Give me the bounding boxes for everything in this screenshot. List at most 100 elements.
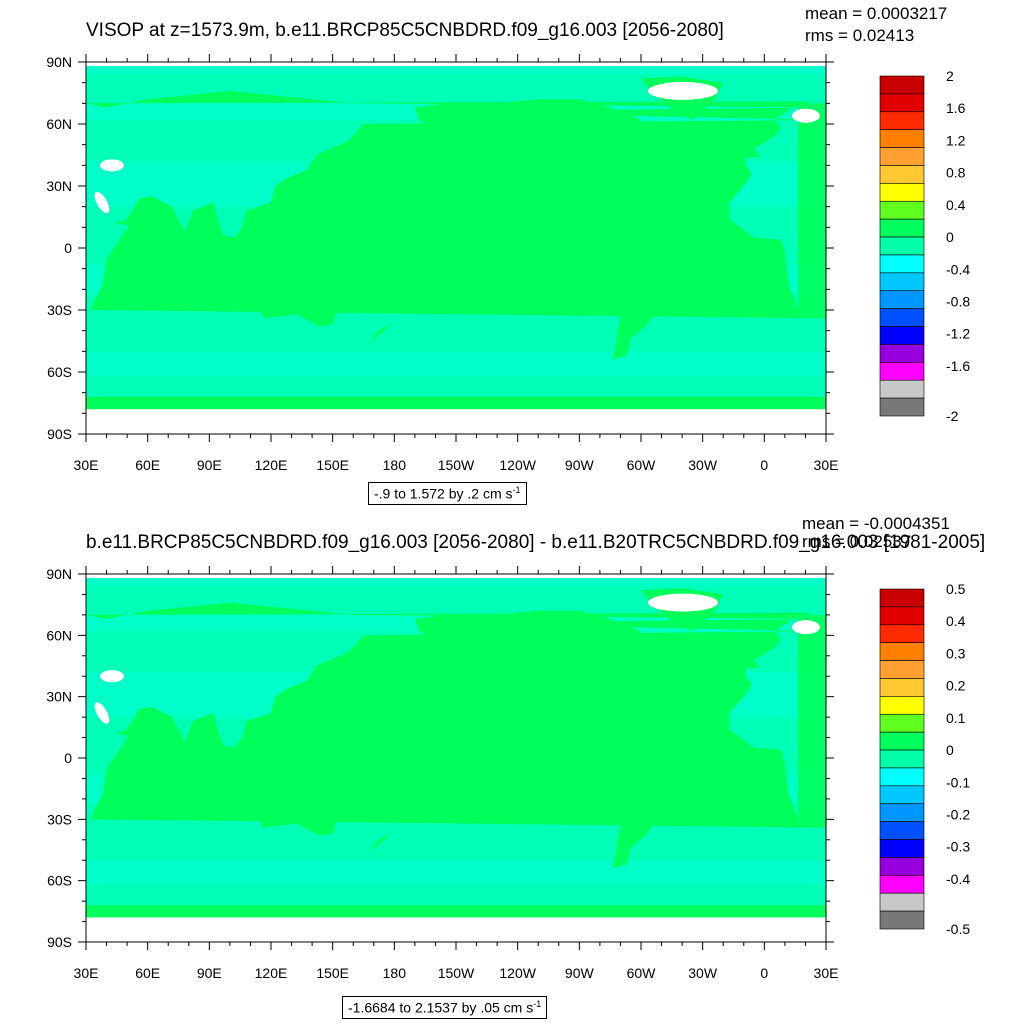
lon-label: 90E: [197, 457, 222, 473]
ocean-band: [86, 884, 826, 906]
colorbar-label: 0: [946, 229, 954, 245]
missing-redsea: [94, 702, 110, 724]
land-mass: [597, 225, 693, 360]
colorbar-label: 1.6: [946, 100, 966, 116]
land-mass: [258, 270, 339, 327]
lon-label: 120W: [499, 457, 536, 473]
mean-label: mean = -0.0004351: [802, 514, 950, 533]
missing-arctic: [648, 593, 718, 612]
colorbar-swatch: [879, 129, 925, 148]
colorbar-swatch: [879, 624, 925, 643]
colorbar-label: -2: [946, 408, 959, 424]
colorbar-label: 0.5: [946, 581, 966, 597]
colorbar-swatch: [879, 642, 925, 661]
colorbar-label: -1.6: [946, 358, 970, 374]
range-text: -.9 to 1.572 by .2 cm s: [374, 485, 513, 502]
lat-label: 0: [64, 750, 72, 766]
colorbar-label: -0.1: [946, 774, 970, 790]
colorbar-swatch: [879, 183, 925, 202]
colorbar-label: 2: [946, 68, 954, 84]
land-mass: [369, 833, 391, 852]
colorbar-label: -1.2: [946, 326, 970, 342]
mean-label: mean = 0.0003217: [805, 4, 948, 23]
colorbar-swatch: [879, 165, 925, 184]
colorbar-label: 0.1: [946, 710, 966, 726]
missing-redsea: [94, 191, 110, 214]
colorbar-swatch: [879, 731, 925, 751]
lon-label: 30E: [74, 457, 99, 473]
land-mass: [219, 745, 333, 777]
lon-label: 90W: [565, 457, 595, 473]
colorbar-swatch: [879, 839, 925, 858]
lon-label: 60E: [135, 457, 160, 473]
lon-label: 0: [760, 965, 768, 981]
colorbar-label: -0.5: [946, 921, 970, 937]
land-mass: [752, 128, 767, 145]
range-unit-exponent: -1: [512, 485, 521, 495]
rms-label: rms = 0.02413: [805, 26, 915, 45]
colorbar-swatch: [879, 272, 925, 292]
range-unit-exponent: -1: [533, 999, 542, 1009]
colorbar-swatch: [879, 767, 925, 787]
lon-label: 150E: [316, 457, 349, 473]
land-mass: [752, 639, 767, 656]
lat-label: 30S: [47, 302, 72, 318]
lat-label: 30S: [47, 811, 72, 827]
land-mass: [597, 735, 693, 869]
colorbar-swatch: [879, 344, 925, 363]
rms-label: rms = 0.02537: [802, 532, 912, 551]
land-wrap: [798, 103, 826, 319]
land-wrap: [798, 614, 826, 828]
lat-label: 60S: [47, 364, 72, 380]
map-area: [86, 66, 826, 434]
land-mass: [369, 324, 391, 344]
lat-label: 90S: [47, 426, 72, 442]
panel-top: 90N 60N 30N 0 30S 60S 90S 30E 60E 90E 120E 150E 180 1…: [46, 4, 970, 505]
colorbar-label: 1.2: [946, 132, 966, 148]
colorbar-swatch: [879, 290, 925, 309]
land-mass: [258, 780, 339, 836]
colorbar-swatch: [879, 696, 925, 715]
colorbar-swatch: [879, 588, 925, 608]
colorbar-swatch: [879, 785, 925, 805]
land-mass: [114, 274, 128, 300]
panel-bottom: 90N 60N 30N 0 30S 60S 90S 30E 60E 90E 120E 150E 180 1…: [0, 512, 1024, 1024]
lon-label: 60E: [135, 965, 160, 981]
ocean-band: [86, 376, 826, 397]
colorbar-label: -0.2: [946, 806, 970, 822]
colorbar-swatch: [879, 910, 925, 930]
range-box: -1.6684 to 2.1537 by .05 cm s-1: [342, 996, 548, 1019]
colorbar-label: 0: [946, 742, 954, 758]
land-mass: [291, 668, 321, 693]
land-mass: [219, 235, 333, 267]
colorbar-swatch: [879, 857, 925, 876]
colorbar-swatch: [879, 379, 925, 399]
lon-label: 180: [383, 457, 407, 473]
lon-label: 120E: [255, 965, 288, 981]
lon-label: 30E: [74, 965, 99, 981]
missing-caspian: [100, 670, 124, 683]
colorbar-swatch: [879, 397, 925, 417]
lat-label: 90N: [46, 566, 72, 582]
lon-label: 90W: [565, 965, 595, 981]
colorbar-swatch: [879, 892, 925, 912]
colorbar-swatch: [879, 200, 925, 220]
lon-label: 60W: [627, 965, 657, 981]
lon-label: 180: [383, 965, 407, 981]
lon-label: 0: [760, 457, 768, 473]
colorbar-swatch: [879, 93, 925, 113]
lon-label: 150W: [438, 457, 475, 473]
colorbar-swatch: [879, 875, 925, 894]
colorbar-swatch: [879, 326, 925, 345]
missing-arctic: [648, 81, 718, 100]
colorbar-label: 0.4: [946, 197, 966, 213]
colorbar-swatch: [879, 254, 925, 274]
colorbar-swatch: [879, 75, 925, 95]
land-mass: [114, 784, 128, 810]
lon-label: 150W: [438, 965, 475, 981]
missing-south: [86, 917, 826, 942]
map-area: [86, 578, 826, 942]
panel-title: b.e11.BRCP85C5CNBDRD.f09_g16.003 [2056-2…: [86, 532, 986, 553]
colorbar-swatch: [879, 803, 925, 822]
